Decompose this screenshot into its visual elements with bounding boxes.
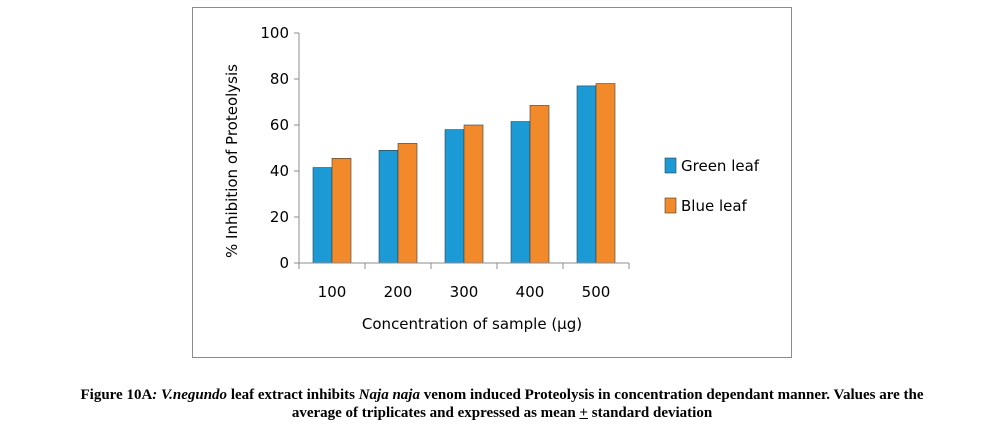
bar-blue-leaf	[529, 105, 550, 264]
legend: Green leaf Blue leaf	[664, 157, 760, 215]
caption-species: V.negundo	[161, 387, 228, 403]
bar-green-leaf	[444, 129, 465, 264]
bar-green-leaf	[378, 150, 399, 264]
x-tick-label: 200	[384, 283, 413, 301]
y-tick-label: 100	[260, 24, 289, 42]
y-tick-label: 60	[270, 116, 289, 134]
y-tick-label: 80	[270, 70, 289, 88]
bar-green-leaf	[510, 121, 531, 264]
caption-text-1: leaf extract inhibits	[227, 387, 359, 403]
caption-figure-label: Figure 10A	[80, 387, 153, 403]
caption-line-2: average of triplicates and expressed as …	[0, 404, 1004, 422]
x-axis-title: Concentration of sample (µg)	[362, 315, 582, 333]
bar-blue-leaf	[331, 158, 352, 264]
bars	[312, 83, 616, 264]
caption-text-4: standard deviation	[587, 405, 713, 421]
bar-green-leaf	[312, 167, 333, 264]
x-tick-label: 300	[450, 283, 479, 301]
bar-green-leaf	[576, 85, 597, 264]
legend-swatch	[664, 197, 677, 214]
axes	[298, 33, 629, 264]
chart-frame: 0 20 40 60 80 100 100 200 300 400 500 % Inhibitio…	[192, 7, 792, 358]
x-tick-label: 100	[318, 283, 347, 301]
bar-blue-leaf	[463, 124, 484, 264]
y-axis-title: % Inhibition of Proteolysis	[223, 64, 241, 258]
bar-blue-leaf	[397, 143, 418, 264]
caption-text-2: venom induced Proteolysis in concentrati…	[419, 387, 924, 403]
caption-text-3: average of triplicates and expressed as …	[291, 405, 580, 421]
bar-blue-leaf	[595, 83, 616, 264]
x-tick-label: 400	[516, 283, 545, 301]
legend-swatch	[664, 157, 677, 174]
y-axis-ticks: 0 20 40 60 80 100	[260, 24, 299, 272]
y-tick-label: 40	[270, 162, 289, 180]
legend-label: Blue leaf	[681, 197, 748, 215]
x-axis-ticks: 100 200 300 400 500	[298, 263, 630, 301]
y-tick-label: 0	[279, 254, 289, 272]
caption-line-1: Figure 10A: V.negundo leaf extract inhib…	[0, 386, 1004, 404]
legend-label: Green leaf	[681, 157, 760, 175]
bar-chart: 0 20 40 60 80 100 100 200 300 400 500 % Inhibitio…	[223, 24, 760, 333]
caption-plus-minus: +	[579, 405, 588, 421]
y-tick-label: 20	[270, 208, 289, 226]
figure-caption: Figure 10A: V.negundo leaf extract inhib…	[0, 386, 1004, 422]
caption-venom: Naja naja	[358, 387, 420, 403]
x-tick-label: 500	[582, 283, 611, 301]
caption-separator: :	[152, 387, 162, 403]
